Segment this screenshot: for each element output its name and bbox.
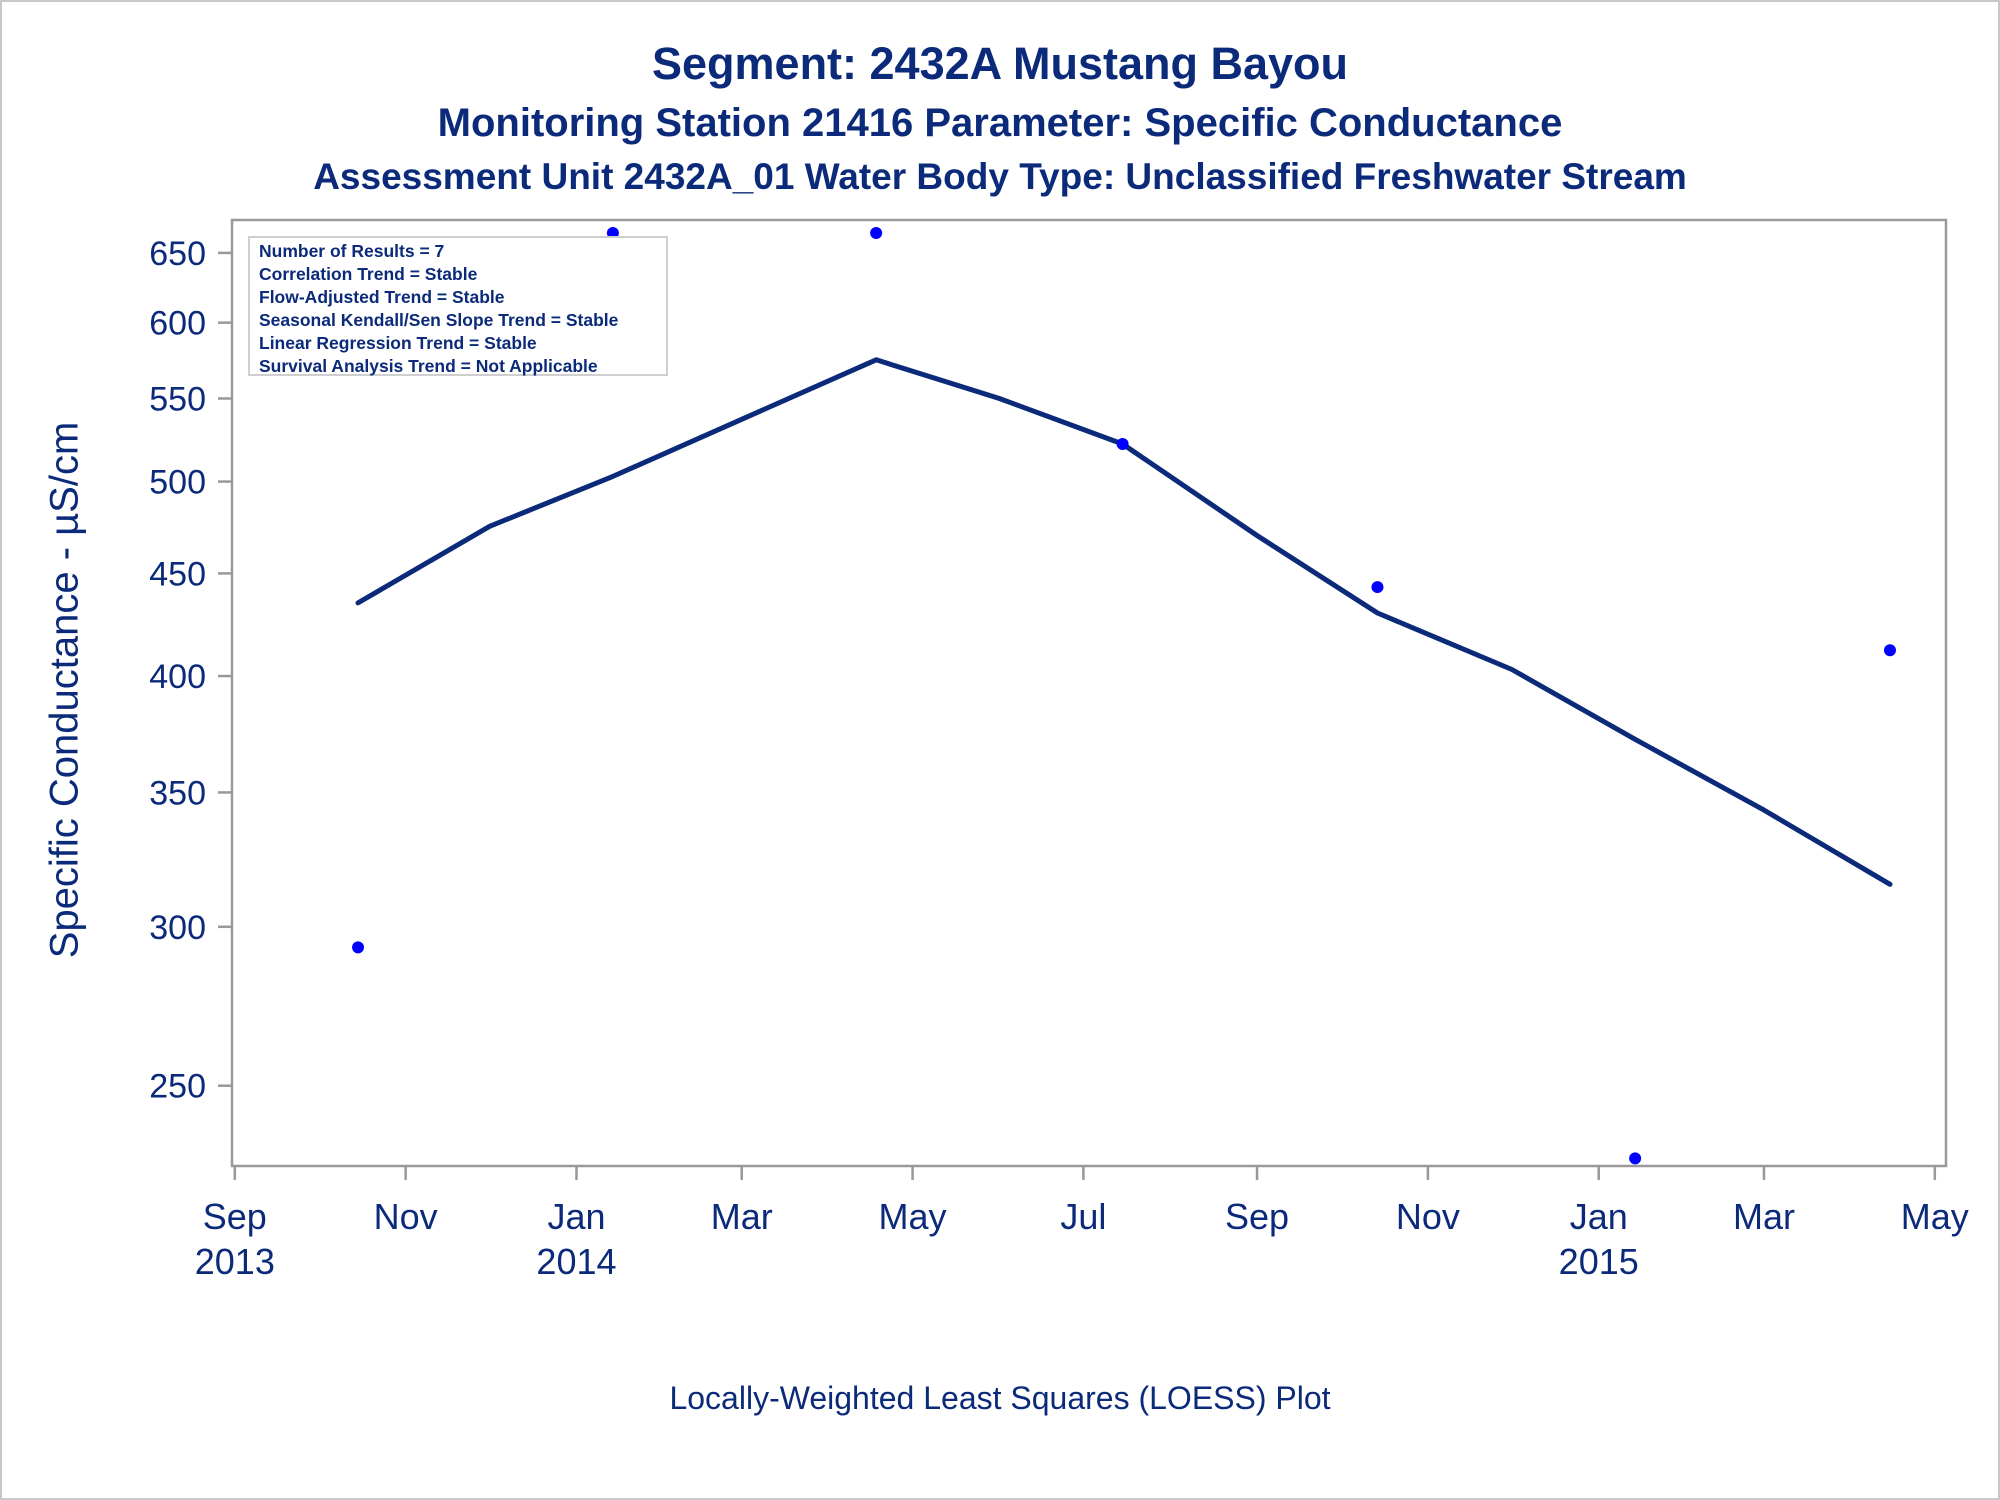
y-tick-label: 650 [149,235,206,273]
data-point [1371,581,1384,594]
x-tick-label: Mar [711,1196,773,1237]
x-tick-label: Jul [1060,1196,1106,1237]
y-tick-label: 300 [149,909,206,947]
plot-frame [230,218,1948,1168]
x-tick-label: May [1901,1196,1969,1237]
chart-subtitle-2: Assessment Unit 2432A_01 Water Body Type… [313,156,1687,197]
x-tick-label: Mar [1733,1196,1795,1237]
x-tick-label: 2014 [536,1241,616,1282]
stats-line: Linear Regression Trend = Stable [259,333,537,353]
x-tick-label: 2013 [195,1241,275,1282]
stats-line: Flow-Adjusted Trend = Stable [259,287,505,307]
y-tick-label: 250 [149,1068,206,1106]
y-tick-label: 550 [149,380,206,418]
y-tick-label: 500 [149,464,206,502]
chart-subtitle: Monitoring Station 21416 Parameter: Spec… [437,101,1563,145]
chart-title: Segment: 2432A Mustang Bayou [652,38,1348,89]
y-tick-label: 600 [149,305,206,343]
plot-caption: Locally-Weighted Least Squares (LOESS) P… [669,1380,1331,1416]
y-tick-label: 450 [149,555,206,593]
x-tick-label: May [879,1196,947,1237]
x-tick-label: Nov [374,1196,438,1237]
x-tick-label: Jan [547,1196,605,1237]
stats-line: Survival Analysis Trend = Not Applicable [259,356,598,376]
data-point [1629,1152,1642,1165]
data-point [1883,644,1896,657]
stats-box: Number of Results = 7 Correlation Trend … [248,236,668,376]
x-tick-label: 2015 [1559,1241,1639,1282]
data-point [870,227,883,240]
x-tick-label: Sep [203,1196,267,1237]
data-point [352,941,365,954]
stats-line: Number of Results = 7 [259,241,445,261]
stats-line: Correlation Trend = Stable [259,264,478,284]
x-tick-label: Sep [1225,1196,1289,1237]
data-point [1116,438,1129,451]
x-tick-label: Nov [1396,1196,1460,1237]
stats-line: Seasonal Kendall/Sen Slope Trend = Stabl… [259,310,619,330]
y-tick-label: 400 [149,658,206,696]
x-tick-label: Jan [1570,1196,1628,1237]
y-tick-label: 350 [149,774,206,812]
